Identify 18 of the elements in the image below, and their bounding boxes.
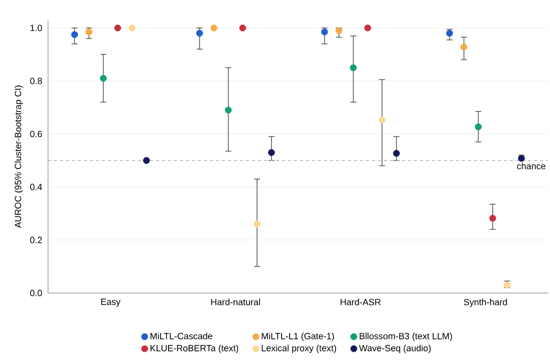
- y-axis-title: AUROC (95% Cluster-Bootstrap CI): [14, 86, 23, 228]
- legend-label: Lexical proxy (text): [262, 344, 336, 354]
- x-tick-label: Hard-ASR: [340, 298, 381, 306]
- ref-line-label: chance: [517, 162, 546, 170]
- y-tick-label: 0.4: [30, 184, 42, 190]
- x-tick-label: Easy: [101, 298, 120, 307]
- legend-label: MiLTL-L1 (Gate-1): [262, 332, 334, 342]
- x-tick-label: Synth-hard: [464, 298, 507, 308]
- legend-label: MiLTL-Cascade: [150, 332, 212, 340]
- y-tick-label: 0.8: [30, 78, 42, 84]
- y-tick-label: 0.6: [30, 130, 42, 138]
- y-tick-label: 1.0: [30, 24, 42, 32]
- y-tick-label: 0.2: [30, 236, 42, 244]
- legend-label: Bllossom-B3 (text LLM): [360, 332, 452, 342]
- y-tick-label: 0.0: [30, 290, 42, 296]
- legend-label: Wave-Seq (audio): [359, 344, 431, 354]
- x-tick-label: Hard-natural: [211, 298, 260, 306]
- legend-label: KLUE-RoBERTa (text): [150, 344, 238, 354]
